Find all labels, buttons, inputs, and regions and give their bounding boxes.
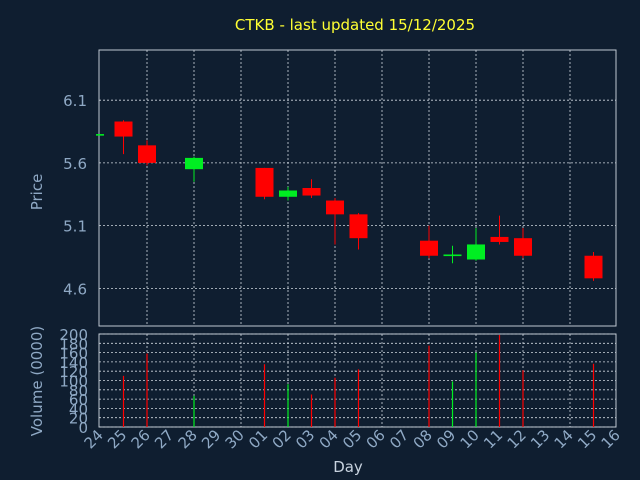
volume-tick-label: 40 bbox=[69, 400, 88, 418]
candle-08 bbox=[420, 225, 438, 259]
candles bbox=[96, 120, 603, 281]
volume-tick-label: 200 bbox=[59, 326, 88, 344]
volume-bars bbox=[122, 334, 595, 427]
day-tick-label: 11 bbox=[480, 426, 506, 452]
day-tick-labels: 2425262728293001020304050607080910111213… bbox=[81, 426, 624, 452]
day-tick-label: 28 bbox=[175, 426, 201, 452]
day-tick-label: 09 bbox=[433, 426, 459, 452]
candle-10 bbox=[467, 228, 485, 261]
candle-15 bbox=[584, 251, 603, 281]
candle-body bbox=[138, 145, 156, 163]
price-tick-label: 5.1 bbox=[63, 218, 87, 236]
candle-04 bbox=[326, 198, 344, 245]
volume-tick-label: 0 bbox=[78, 419, 88, 437]
candle-24 bbox=[96, 134, 104, 136]
day-tick-label: 29 bbox=[198, 426, 224, 452]
candle-body bbox=[349, 214, 368, 239]
day-tick-label: 26 bbox=[128, 426, 154, 452]
price-tick-label: 6.1 bbox=[63, 92, 87, 110]
day-tick-label: 08 bbox=[410, 426, 436, 452]
day-tick-label: 03 bbox=[292, 426, 318, 452]
day-tick-label: 14 bbox=[551, 426, 577, 452]
day-tick-label: 30 bbox=[222, 426, 248, 452]
day-tick-label: 25 bbox=[104, 426, 130, 452]
day-tick-label: 02 bbox=[269, 426, 295, 452]
candle-01 bbox=[255, 167, 274, 200]
day-tick-label: 13 bbox=[527, 426, 553, 452]
candle-body bbox=[490, 236, 509, 242]
day-tick-label: 04 bbox=[316, 426, 342, 452]
price-axis-label: Price bbox=[28, 174, 46, 211]
day-tick-label: 10 bbox=[457, 426, 483, 452]
candle-body bbox=[114, 121, 133, 137]
price-tick-label: 5.6 bbox=[63, 155, 87, 173]
grid-lines bbox=[99, 50, 616, 428]
candle-05 bbox=[349, 213, 368, 250]
candle-body bbox=[443, 254, 462, 257]
day-tick-label: 27 bbox=[151, 426, 177, 452]
candle-26 bbox=[138, 140, 156, 166]
volume-tick-label: 160 bbox=[59, 345, 88, 363]
price-panel bbox=[98, 49, 617, 327]
day-tick-label: 01 bbox=[245, 426, 271, 452]
candle-03 bbox=[302, 179, 321, 199]
day-tick-label: 06 bbox=[363, 426, 389, 452]
candle-body bbox=[514, 238, 532, 256]
day-tick-label: 15 bbox=[574, 426, 600, 452]
day-tick-label: 07 bbox=[386, 426, 412, 452]
volume-tick-label: 20 bbox=[69, 410, 88, 428]
candle-28 bbox=[185, 156, 203, 182]
price-tick-labels: 6.1 5.6 5.1 4.6 bbox=[63, 92, 87, 298]
candle-09 bbox=[443, 245, 462, 264]
candle-body bbox=[326, 200, 344, 215]
candle-body bbox=[467, 244, 485, 260]
volume-tick-label: 100 bbox=[59, 373, 88, 391]
candle-12 bbox=[514, 228, 532, 259]
candle-02 bbox=[279, 186, 297, 201]
candle-body bbox=[185, 157, 203, 170]
day-tick-label: 16 bbox=[598, 426, 624, 452]
volume-tick-label: 140 bbox=[59, 354, 88, 372]
candle-25 bbox=[114, 120, 133, 155]
day-axis-label: Day bbox=[333, 458, 363, 476]
candle-body bbox=[584, 255, 603, 279]
candle-body bbox=[255, 167, 274, 197]
candle-11 bbox=[490, 215, 509, 245]
chart-title: CTKB - last updated 15/12/2025 bbox=[235, 16, 475, 34]
price-tick-label: 4.6 bbox=[63, 280, 87, 298]
volume-tick-label: 180 bbox=[59, 335, 88, 353]
volume-tick-label: 60 bbox=[69, 391, 88, 409]
volume-tick-label: 120 bbox=[59, 363, 88, 381]
candle-body bbox=[279, 190, 297, 197]
volume-axis-label: Volume (0000) bbox=[28, 326, 46, 436]
candle-body bbox=[420, 240, 438, 256]
day-tick-label: 05 bbox=[339, 426, 365, 452]
candle-body bbox=[302, 188, 321, 196]
volume-tick-label: 80 bbox=[69, 382, 88, 400]
day-tick-label: 12 bbox=[504, 426, 530, 452]
candle-body bbox=[96, 134, 104, 136]
